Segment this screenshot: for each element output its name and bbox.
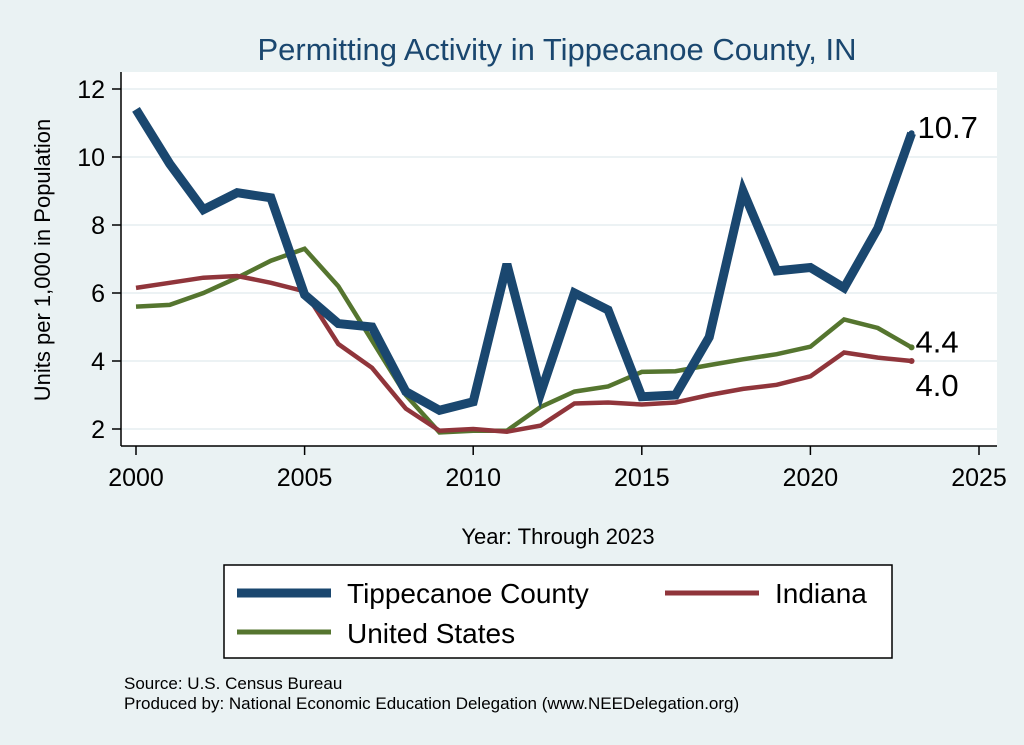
legend-label-tippecanoe: Tippecanoe County [347,578,589,609]
legend: Tippecanoe County Indiana United States [223,564,893,659]
x-tick-label: 2010 [445,464,501,492]
series-line-indiana [135,273,912,434]
y-axis-label: Units per 1,000 in Population [30,119,55,402]
end-label-tippecanoe-county: 10.7 [918,110,978,145]
axes: 2 4 6 8 10 12 2000 2005 2010 2015 2020 2025 [77,72,1007,492]
end-point-tippecanoe-county [908,130,915,137]
x-axis-label: Year: Through 2023 [461,524,654,549]
end-point-indiana [908,358,915,364]
series-line-united-states [135,246,913,435]
source-line-2: Produced by: National Economic Education… [124,694,739,713]
legend-label-indiana: Indiana [775,578,867,609]
series-layer [132,107,916,435]
y-tick-label: 12 [77,76,105,104]
chart-title: Permitting Activity in Tippecanoe County… [257,32,856,67]
y-tick-label: 10 [77,144,105,172]
source-line-1: Source: U.S. Census Bureau [124,674,342,693]
end-point-united-states [908,344,915,351]
legend-label-united-states: United States [347,618,515,649]
end-labels: 10.7 4.0 4.4 [908,110,978,403]
y-tick-label: 8 [91,212,105,240]
x-tick-label: 2015 [614,464,670,492]
x-tick-label: 2000 [108,464,164,492]
y-tick-label: 6 [91,280,105,308]
y-tick-label: 4 [91,348,105,376]
series-line-tippecanoe-county [132,107,916,416]
legend-box [223,564,893,659]
x-tick-label: 2025 [951,464,1007,492]
end-label-united-states: 4.4 [916,324,959,359]
grid-lines [121,88,997,430]
x-tick-label: 2005 [277,464,333,492]
end-label-indiana: 4.0 [916,368,959,403]
y-tick-label: 2 [91,416,105,444]
x-tick-label: 2020 [783,464,839,492]
plot-area [121,72,997,446]
